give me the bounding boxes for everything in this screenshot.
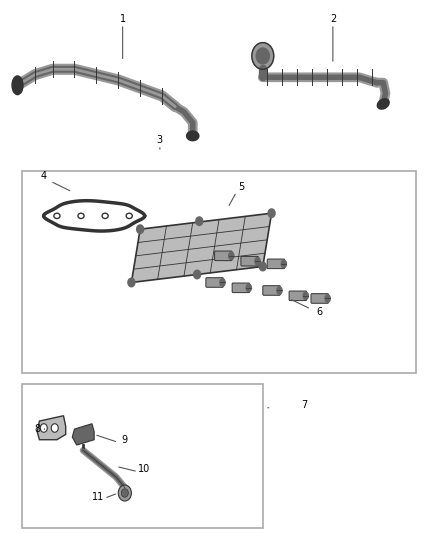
- Text: 2: 2: [330, 14, 336, 23]
- FancyBboxPatch shape: [289, 291, 307, 301]
- Circle shape: [194, 270, 201, 279]
- Ellipse shape: [277, 287, 282, 294]
- Circle shape: [137, 225, 144, 233]
- Ellipse shape: [229, 252, 234, 260]
- FancyBboxPatch shape: [22, 171, 416, 373]
- Ellipse shape: [325, 295, 330, 302]
- Circle shape: [256, 48, 269, 64]
- FancyBboxPatch shape: [232, 283, 250, 293]
- Ellipse shape: [220, 279, 225, 286]
- Ellipse shape: [377, 99, 389, 109]
- Circle shape: [259, 262, 266, 271]
- Circle shape: [268, 209, 275, 217]
- Circle shape: [196, 217, 203, 225]
- Text: 10: 10: [138, 464, 151, 474]
- Polygon shape: [72, 424, 94, 445]
- Text: 4: 4: [41, 171, 47, 181]
- Ellipse shape: [187, 131, 199, 141]
- Text: 9: 9: [122, 435, 128, 445]
- Polygon shape: [131, 213, 272, 282]
- Ellipse shape: [12, 76, 23, 95]
- FancyBboxPatch shape: [215, 251, 232, 261]
- FancyBboxPatch shape: [311, 294, 328, 303]
- Polygon shape: [37, 416, 66, 440]
- FancyBboxPatch shape: [22, 384, 263, 528]
- Circle shape: [118, 485, 131, 501]
- FancyBboxPatch shape: [241, 256, 258, 266]
- Text: 7: 7: [301, 400, 307, 410]
- Circle shape: [121, 489, 128, 497]
- Circle shape: [40, 424, 47, 432]
- Text: 6: 6: [317, 307, 323, 317]
- Text: 8: 8: [34, 424, 40, 434]
- Circle shape: [128, 278, 135, 287]
- Circle shape: [252, 43, 274, 69]
- Text: 5: 5: [238, 182, 244, 191]
- FancyBboxPatch shape: [263, 286, 280, 295]
- FancyBboxPatch shape: [206, 278, 223, 287]
- Ellipse shape: [246, 284, 251, 292]
- Ellipse shape: [255, 257, 260, 265]
- Ellipse shape: [281, 260, 286, 268]
- FancyBboxPatch shape: [267, 259, 285, 269]
- Text: 11: 11: [92, 492, 105, 502]
- Text: 1: 1: [120, 14, 126, 23]
- Circle shape: [51, 424, 58, 432]
- Ellipse shape: [303, 292, 308, 300]
- Text: 3: 3: [157, 135, 163, 144]
